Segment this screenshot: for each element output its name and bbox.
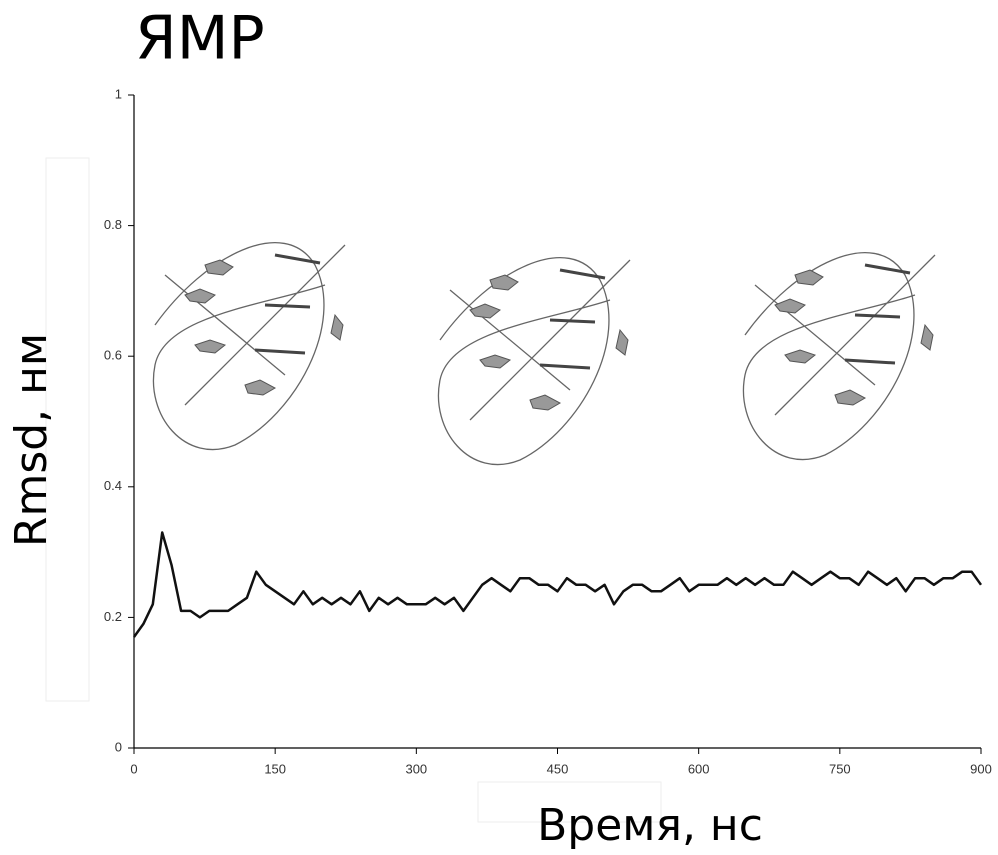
frame: [477, 781, 662, 823]
y-tick-label: 0: [115, 739, 122, 754]
structure-image: [436, 256, 632, 467]
x-tick-label: 0: [130, 761, 137, 776]
y-tick-label: 0.6: [104, 348, 122, 363]
x-tick-label: 150: [264, 761, 286, 776]
x-axis-label: Время, нс: [537, 800, 763, 851]
x-tick-label: 300: [405, 761, 427, 776]
y-axis-label: Rmsd, нм: [6, 333, 57, 547]
y-tick-label: 0.4: [104, 478, 122, 493]
y-tick-label: 0.8: [104, 217, 122, 232]
x-tick-label: 900: [970, 761, 992, 776]
y-tick-label: 0.2: [104, 609, 122, 624]
x-tick-label: 450: [547, 761, 569, 776]
frame: [45, 157, 90, 702]
structure-image: [741, 251, 937, 462]
y-tick-label: 1: [115, 86, 122, 101]
rmsd-line: [132, 531, 983, 638]
chart-title: ЯМР: [135, 4, 265, 74]
x-tick-label: 750: [829, 761, 851, 776]
structure-image: [151, 241, 347, 452]
x-tick-label: 600: [688, 761, 710, 776]
